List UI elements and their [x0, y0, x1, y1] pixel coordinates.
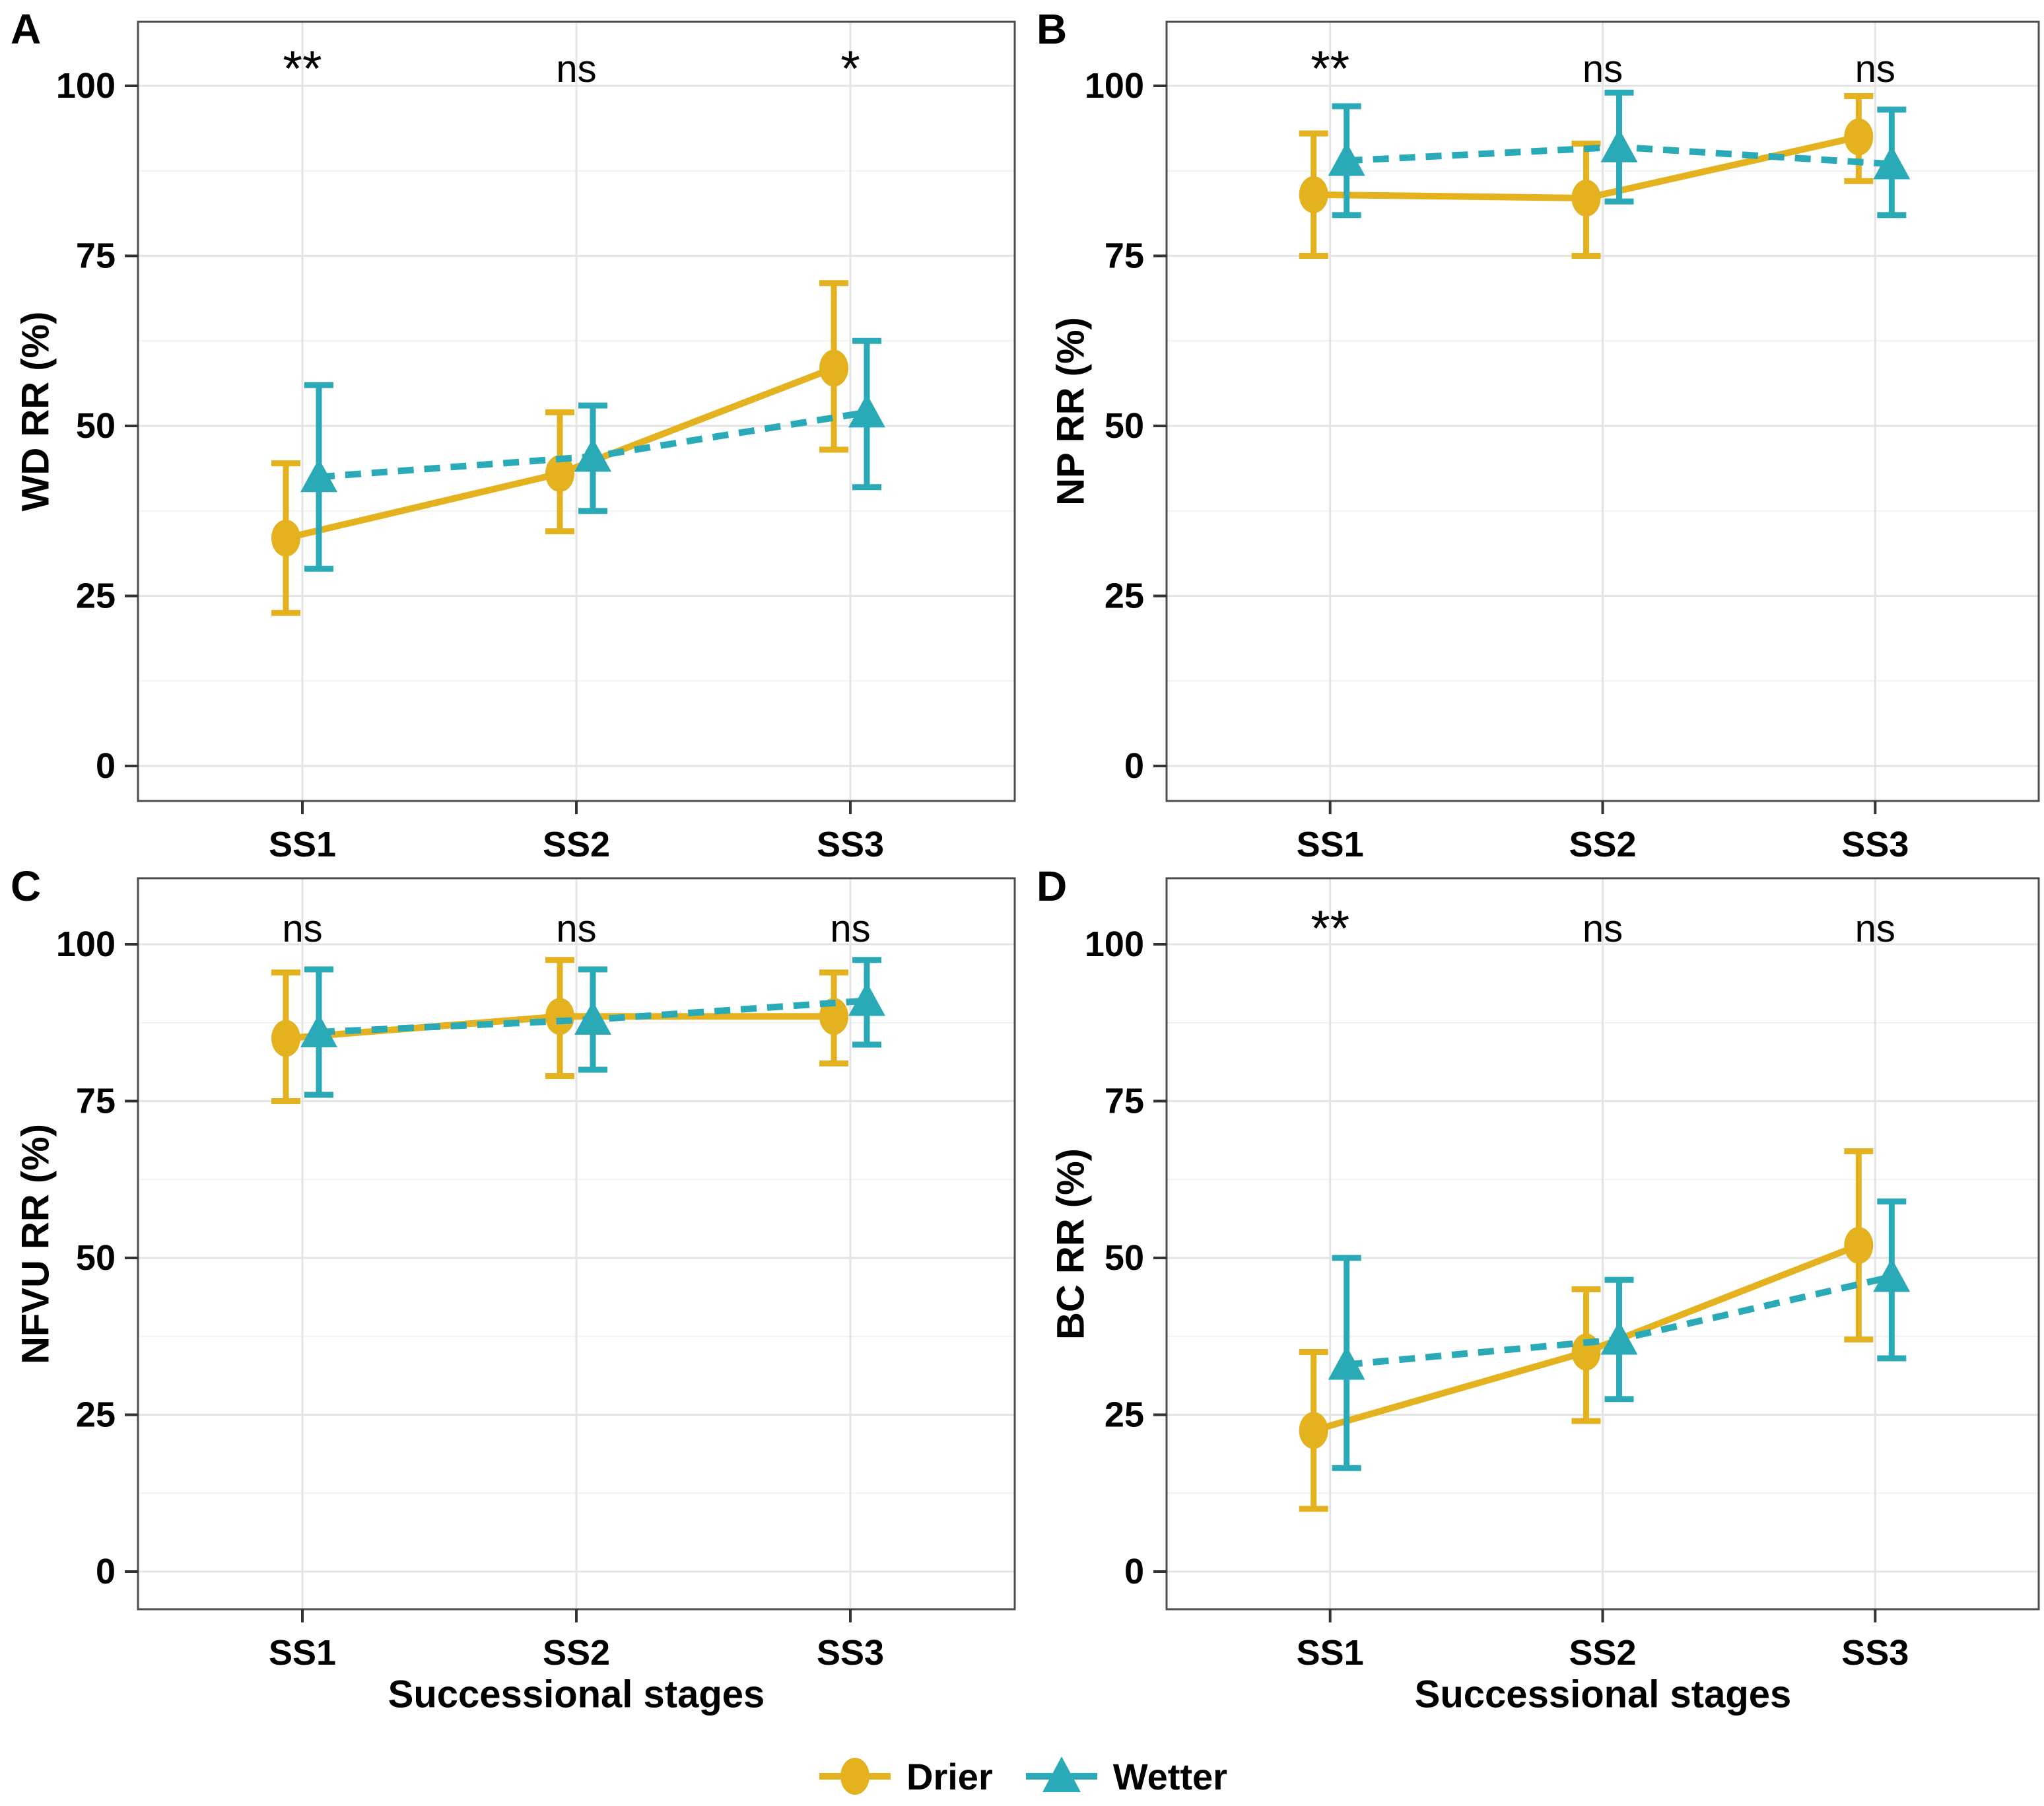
- drier-key-icon: [819, 1758, 891, 1795]
- y-tick-label: 75: [1105, 1082, 1144, 1121]
- x-tick-label: SS3: [817, 825, 884, 864]
- drier-point-marker: [545, 998, 574, 1035]
- drier-point-marker: [819, 349, 848, 387]
- panel-d: 0 25 50 75 100 SS1 SS2 SS3 ** ns ns: [1085, 877, 2040, 1673]
- wetter-point-marker: [1600, 1321, 1638, 1355]
- significance-label: *: [840, 41, 860, 97]
- x-tick-label: SS1: [269, 825, 336, 864]
- panel-a: 0 25 50 75 100 SS1 SS2 SS3 ** ns *: [56, 20, 1016, 864]
- y-tick-label: 100: [1085, 66, 1144, 106]
- wetter-point-marker: [300, 1014, 337, 1047]
- y-tick-label: 75: [76, 1082, 116, 1121]
- y-tick-label: 0: [1124, 746, 1144, 786]
- drier-point-marker: [1844, 1227, 1874, 1264]
- series-wetter: [300, 957, 885, 1098]
- x-tick-label: SS1: [269, 1633, 336, 1673]
- x-tick-label: SS2: [543, 1633, 610, 1673]
- y-tick-label: 0: [96, 1552, 116, 1591]
- y-tick-label: 25: [1105, 576, 1144, 616]
- significance-label: ns: [556, 48, 596, 90]
- panel-b: 0 25 50 75 100 SS1 SS2 SS3 ** ns ns: [1085, 20, 2040, 864]
- y-tick-label: 25: [76, 576, 116, 616]
- y-tick-label: 100: [56, 66, 116, 106]
- panel-letter-d: D: [1037, 862, 1068, 910]
- significance-label: **: [1311, 901, 1349, 957]
- drier-point-marker: [1299, 176, 1328, 213]
- significance-label: ns: [1855, 907, 1895, 950]
- wetter-point-marker: [848, 982, 885, 1016]
- drier-point-marker: [1299, 1412, 1328, 1449]
- wetter-point-marker: [1328, 142, 1365, 176]
- significance-label: **: [283, 41, 322, 97]
- x-tick-label: SS2: [1569, 825, 1636, 864]
- y-axis-title-nfvu: NFVU RR (%): [14, 1123, 57, 1365]
- significance-label: ns: [282, 907, 322, 950]
- wetter-key-icon: [1025, 1756, 1097, 1792]
- x-tick-label: SS1: [1297, 1633, 1364, 1673]
- series-drier: [1299, 1148, 1874, 1512]
- y-tick-label: 25: [76, 1395, 116, 1435]
- legend-label-drier: Drier: [906, 1755, 993, 1797]
- y-tick-label: 50: [1105, 1238, 1144, 1278]
- significance-label: **: [1311, 41, 1349, 97]
- wetter-point-marker: [1328, 1346, 1365, 1380]
- series-wetter: [300, 337, 885, 572]
- panel-letter-b: B: [1037, 5, 1068, 53]
- series-drier: [1299, 92, 1874, 259]
- x-tick-label: SS2: [1569, 1633, 1636, 1673]
- x-tick-label: SS3: [817, 1633, 884, 1673]
- drier-point-marker: [271, 1020, 300, 1057]
- drier-point-marker: [1571, 179, 1601, 217]
- drier-point-marker: [545, 455, 574, 493]
- series-wetter: [1328, 1198, 1911, 1471]
- x-tick-label: SS3: [1841, 825, 1909, 864]
- y-tick-label: 50: [76, 406, 116, 446]
- drier-point-marker: [271, 519, 300, 557]
- y-axis-title-wd: WD RR (%): [14, 311, 57, 512]
- y-axis-title-bc: BC RR (%): [1049, 1148, 1093, 1340]
- y-tick-label: 100: [56, 924, 116, 964]
- x-axis-title-left: Successional stages: [388, 1673, 765, 1716]
- panel-letter-a: A: [11, 5, 42, 53]
- significance-label: ns: [1583, 48, 1623, 90]
- x-tick-label: SS1: [1297, 825, 1364, 864]
- y-tick-label: 25: [1105, 1395, 1144, 1435]
- y-tick-label: 50: [76, 1238, 116, 1278]
- y-tick-label: 0: [1124, 1552, 1144, 1591]
- legend-label-wetter: Wetter: [1112, 1755, 1227, 1797]
- y-tick-label: 0: [96, 746, 116, 786]
- x-axis-title-right: Successional stages: [1414, 1673, 1792, 1716]
- wetter-point-marker: [848, 394, 885, 428]
- wetter-point-marker: [300, 458, 337, 493]
- panel-c: 0 25 50 75 100 SS1 SS2 SS3 ns ns ns: [56, 877, 1016, 1673]
- significance-label: ns: [830, 907, 870, 950]
- wetter-point-marker: [574, 1001, 611, 1035]
- drier-point-marker: [1844, 118, 1874, 156]
- y-tick-label: 100: [1085, 924, 1144, 964]
- wetter-point-marker: [1873, 1258, 1911, 1292]
- panel-letter-c: C: [11, 862, 42, 910]
- wetter-point-marker: [574, 438, 611, 472]
- wetter-point-marker: [1600, 128, 1638, 162]
- series-drier: [271, 280, 848, 616]
- y-tick-label: 50: [1105, 406, 1144, 446]
- drier-point-marker: [819, 998, 848, 1035]
- legend: Drier Wetter: [0, 1745, 2044, 1806]
- significance-label: ns: [1855, 48, 1895, 90]
- significance-label: ns: [556, 907, 596, 950]
- significance-label: ns: [1583, 907, 1623, 950]
- y-tick-label: 75: [76, 236, 116, 276]
- legend-item-wetter: Wetter: [1023, 1749, 1227, 1804]
- x-tick-label: SS3: [1841, 1633, 1909, 1673]
- series-wetter: [1328, 89, 1911, 219]
- legend-item-drier: Drier: [817, 1749, 993, 1804]
- x-tick-label: SS2: [543, 825, 610, 864]
- wetter-point-marker: [1873, 145, 1911, 180]
- y-tick-label: 75: [1105, 236, 1144, 276]
- y-axis-title-np: NP RR (%): [1049, 317, 1093, 506]
